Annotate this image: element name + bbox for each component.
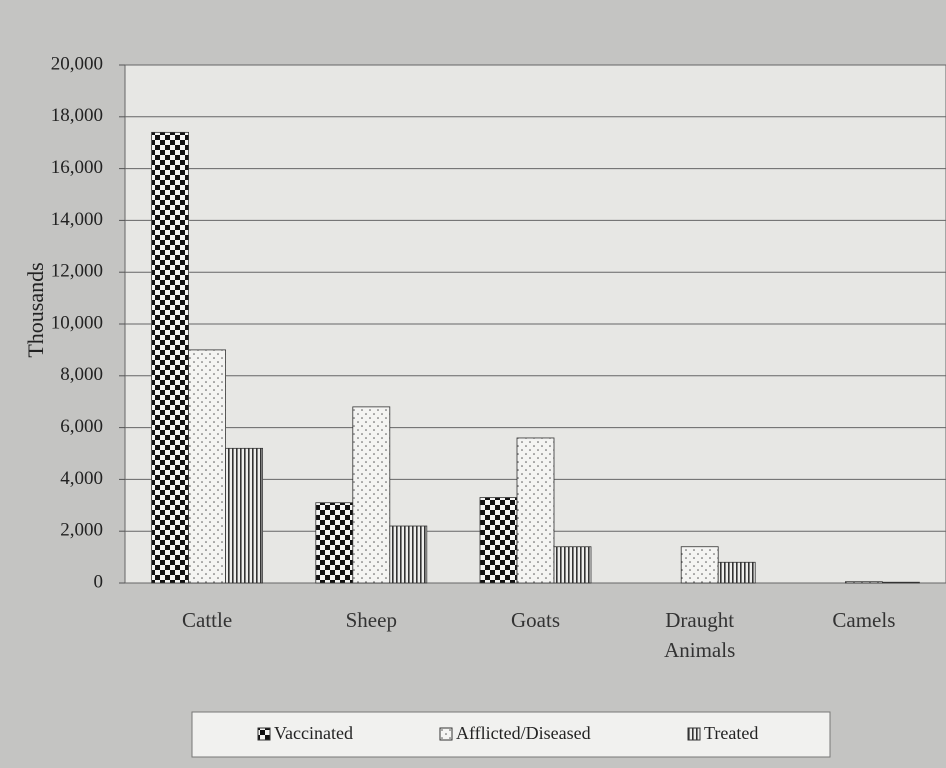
y-tick-label: 16,000 [51, 157, 103, 178]
bar [225, 447, 264, 584]
bar [717, 561, 756, 584]
x-tick-label: Draught Animals [664, 608, 736, 662]
legend-swatch [257, 727, 271, 741]
bar [479, 497, 518, 584]
y-tick-label: 0 [94, 571, 104, 592]
legend-label: Vaccinated [274, 723, 353, 743]
y-tick-label: 2,000 [60, 520, 103, 541]
bar [151, 131, 190, 584]
x-tick-label: Sheep [345, 608, 397, 632]
y-tick-label: 20,000 [51, 53, 103, 74]
bar [845, 581, 883, 584]
bar [188, 349, 227, 584]
y-tick-label: 12,000 [51, 261, 103, 282]
bar [389, 525, 428, 584]
x-tick-label: Camels [832, 608, 896, 632]
legend-label: Afflicted/Diseased [456, 723, 591, 743]
legend-swatch [439, 727, 453, 741]
bar [680, 546, 719, 584]
y-axis-label: Thousands [23, 262, 48, 357]
bar [315, 502, 354, 584]
bar [352, 406, 391, 584]
legend-label: Treated [704, 723, 758, 743]
y-tick-label: 6,000 [60, 416, 103, 437]
bar [553, 546, 592, 584]
y-tick-label: 4,000 [60, 468, 103, 489]
bar [882, 581, 920, 584]
y-tick-label: 14,000 [51, 209, 103, 230]
legend-swatch [687, 727, 701, 741]
x-tick-label: Goats [511, 608, 560, 632]
y-tick-label: 10,000 [51, 312, 103, 333]
y-tick-label: 18,000 [51, 105, 103, 126]
bar [516, 437, 555, 584]
x-tick-label: Cattle [182, 608, 233, 632]
legend-box [191, 711, 831, 758]
y-tick-label: 8,000 [60, 364, 103, 385]
